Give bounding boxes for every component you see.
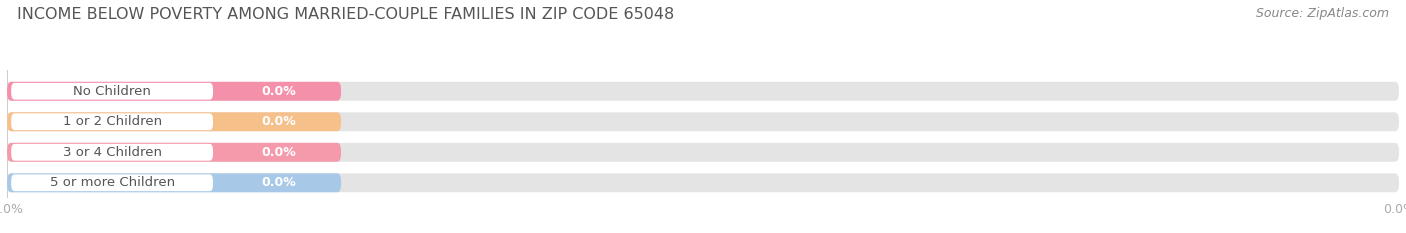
FancyBboxPatch shape bbox=[7, 82, 1399, 101]
Text: 0.0%: 0.0% bbox=[262, 85, 297, 98]
FancyBboxPatch shape bbox=[7, 82, 342, 101]
FancyBboxPatch shape bbox=[11, 113, 214, 130]
FancyBboxPatch shape bbox=[7, 173, 1399, 192]
Text: 0.0%: 0.0% bbox=[262, 176, 297, 189]
FancyBboxPatch shape bbox=[7, 112, 342, 131]
Text: 5 or more Children: 5 or more Children bbox=[49, 176, 174, 189]
Text: INCOME BELOW POVERTY AMONG MARRIED-COUPLE FAMILIES IN ZIP CODE 65048: INCOME BELOW POVERTY AMONG MARRIED-COUPL… bbox=[17, 7, 673, 22]
Text: 0.0%: 0.0% bbox=[262, 115, 297, 128]
Text: Source: ZipAtlas.com: Source: ZipAtlas.com bbox=[1256, 7, 1389, 20]
Text: 0.0%: 0.0% bbox=[262, 146, 297, 159]
FancyBboxPatch shape bbox=[11, 83, 214, 100]
FancyBboxPatch shape bbox=[7, 143, 342, 162]
Text: 3 or 4 Children: 3 or 4 Children bbox=[63, 146, 162, 159]
FancyBboxPatch shape bbox=[7, 143, 1399, 162]
Text: No Children: No Children bbox=[73, 85, 150, 98]
FancyBboxPatch shape bbox=[7, 173, 342, 192]
Text: 1 or 2 Children: 1 or 2 Children bbox=[62, 115, 162, 128]
FancyBboxPatch shape bbox=[11, 144, 214, 161]
FancyBboxPatch shape bbox=[7, 112, 1399, 131]
FancyBboxPatch shape bbox=[11, 175, 214, 191]
